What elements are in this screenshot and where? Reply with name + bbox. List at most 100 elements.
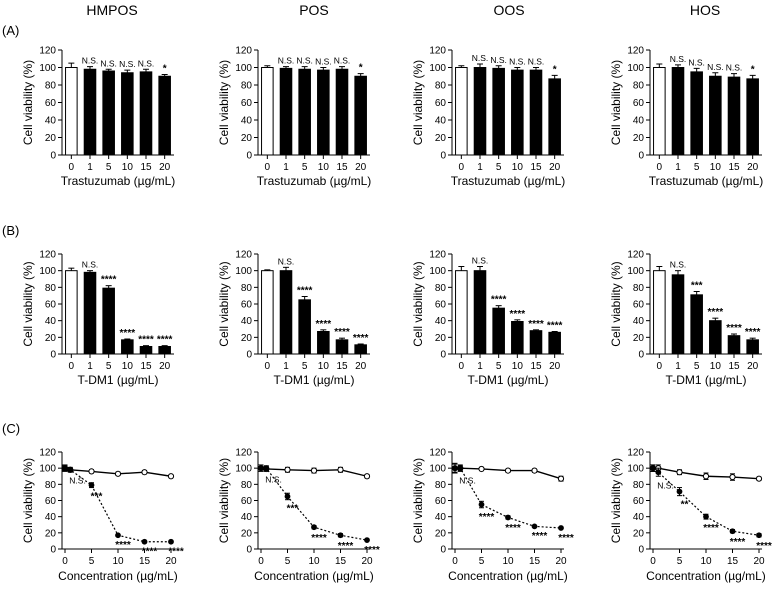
data-point-trastuzumab	[114, 470, 122, 477]
x-axis-label: T-DM1 (µg/mL)	[468, 373, 549, 387]
bar	[690, 294, 703, 355]
significance-label: N.S.	[472, 53, 489, 63]
x-tick-label: 10	[710, 361, 722, 372]
y-tick-label: 20	[241, 133, 253, 144]
bar	[746, 339, 759, 355]
data-point-trastuzumab	[310, 467, 318, 474]
y-axis-label: Cell viability (%)	[217, 60, 231, 145]
y-tick-label: 40	[633, 316, 645, 327]
data-point-tdm1	[457, 465, 464, 472]
data-point-tdm1	[337, 532, 344, 539]
significance-label: ***	[287, 504, 299, 515]
y-axis-label: Cell viability (%)	[217, 261, 231, 346]
y-tick-label: 80	[45, 81, 57, 92]
y-tick-label: 0	[440, 350, 446, 361]
significance-label: N.S.	[82, 56, 99, 66]
significance-label: N.S.	[459, 475, 476, 485]
x-tick-label: 15	[336, 361, 348, 372]
y-tick-label: 100	[235, 63, 252, 74]
y-tick-label: 120	[235, 448, 252, 459]
y-axis-label: Cell viability (%)	[609, 458, 623, 543]
bar	[455, 270, 468, 355]
x-axis-label: T-DM1 (µg/mL)	[666, 373, 747, 387]
bar	[102, 287, 115, 355]
y-tick-label: 100	[429, 266, 446, 277]
bar	[473, 270, 487, 355]
significance-label: N.S.	[119, 59, 136, 69]
x-tick-label: 15	[336, 162, 348, 173]
data-point-tdm1	[650, 465, 656, 472]
y-tick-label: 40	[435, 316, 447, 327]
y-axis-label: Cell viability (%)	[21, 60, 35, 145]
x-tick-label: 10	[308, 556, 320, 567]
y-tick-label: 120	[39, 250, 56, 261]
data-point-tdm1	[505, 514, 511, 521]
y-tick-label: 100	[39, 266, 56, 277]
y-tick-label: 80	[45, 480, 57, 491]
x-tick-label: 5	[677, 556, 683, 567]
x-tick-label: 15	[530, 361, 542, 372]
x-tick-label: 1	[87, 162, 93, 173]
x-axis-label: Concentration (µg/mL)	[254, 569, 374, 583]
x-tick-label: 0	[452, 556, 458, 567]
y-tick-label: 0	[638, 151, 644, 162]
significance-label: *	[553, 64, 557, 75]
y-tick-label: 20	[633, 133, 645, 144]
x-tick-label: 15	[140, 162, 152, 173]
column-title-oos: OOS	[493, 2, 524, 18]
y-tick-label: 0	[50, 350, 56, 361]
bar	[139, 71, 153, 156]
significance-label: N.S.	[490, 55, 507, 65]
y-tick-label: 80	[435, 480, 447, 491]
row-label-b: (B)	[2, 223, 19, 238]
bar	[455, 67, 468, 156]
x-tick-label: 10	[710, 162, 722, 173]
y-tick-label: 0	[440, 151, 446, 162]
bar	[102, 70, 115, 156]
x-tick-label: 15	[728, 162, 740, 173]
data-point-tdm1	[703, 513, 709, 520]
significance-label: N.S.	[278, 256, 295, 266]
bar	[65, 270, 78, 355]
x-axis-label: Concentration (µg/mL)	[448, 569, 568, 583]
y-tick-label: 20	[435, 528, 447, 539]
y-tick-label: 80	[633, 81, 645, 92]
bar	[317, 69, 330, 156]
y-axis-label: Cell viability (%)	[609, 261, 623, 346]
bar	[335, 339, 349, 355]
y-tick-label: 40	[241, 316, 253, 327]
y-tick-label: 80	[435, 283, 447, 294]
y-tick-label: 120	[235, 46, 252, 57]
column-title-hmpos: HMPOS	[86, 2, 137, 18]
x-tick-label: 10	[700, 556, 712, 567]
column-title-pos: POS	[299, 2, 329, 18]
y-tick-label: 80	[241, 283, 253, 294]
significance-label: ****	[297, 286, 313, 297]
y-tick-label: 0	[246, 350, 252, 361]
significance-label: ****	[479, 512, 495, 523]
chart-panel-2: 0 20 40 60 80 100 120 Cell viability (%) 0 1 N.S. 5…	[217, 46, 371, 189]
x-tick-label: 5	[302, 162, 308, 173]
data-point-trastuzumab	[702, 473, 710, 480]
bar	[511, 321, 524, 355]
x-tick-label: 5	[285, 556, 291, 567]
data-point-trastuzumab	[167, 473, 175, 480]
x-tick-label: 20	[549, 162, 561, 173]
data-point-tdm1	[258, 465, 264, 472]
x-tick-label: 20	[747, 162, 759, 173]
chart-panel-7: 0 20 40 60 80 100 120 Cell viability (%) 0 1 N.S. 5…	[411, 250, 564, 387]
significance-label: N.S.	[265, 475, 282, 485]
y-tick-label: 80	[633, 283, 645, 294]
y-tick-label: 100	[235, 266, 252, 277]
y-tick-label: 40	[435, 512, 447, 523]
significance-label: ****	[547, 321, 563, 332]
x-tick-label: 10	[318, 361, 330, 372]
x-tick-label: 20	[355, 361, 367, 372]
y-tick-label: 60	[633, 496, 645, 507]
x-tick-label: 10	[318, 162, 330, 173]
y-tick-label: 40	[435, 116, 447, 127]
chart-panel-5: 0 20 40 60 80 100 120 Cell viability (%) 0 1 N.S. 5…	[21, 250, 174, 387]
significance-label: ****	[745, 327, 761, 338]
significance-label: ****	[528, 319, 544, 330]
x-tick-label: 0	[657, 361, 663, 372]
